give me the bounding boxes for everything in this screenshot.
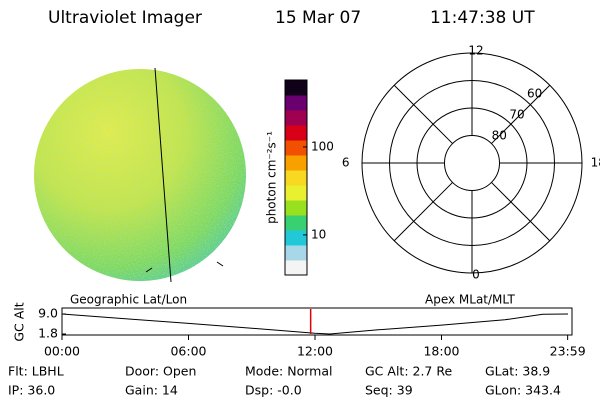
altitude-curve [61,313,569,335]
time-tick-label: 06:00 [170,344,206,359]
colorbar-swatch [285,80,307,96]
time-tick-label: 23:59 [550,344,586,359]
info-field: GC Alt: 2.7 Re [365,364,452,379]
alt-axis-label: GC Alt [12,302,27,341]
polar-spoke [491,182,551,242]
colorbar-swatch [285,170,307,186]
polar-spoke [393,84,453,144]
alt-tick-label: 1.8 [38,326,58,341]
polar-spoke [393,182,453,242]
info-field: IP: 36.0 [8,383,55,398]
info-field: Door: Open [125,364,196,379]
mlt-label: 0 [472,268,480,282]
instrument: Ultraviolet Imager [48,8,202,28]
right-label: Apex MLat/MLT [425,293,515,307]
info-field: GLat: 38.9 [485,364,550,379]
info-field: Seq: 39 [365,383,413,398]
mlt-label: 18 [591,156,600,170]
time-tick-label: 18:00 [423,344,459,359]
alt-tick-label: 9.0 [38,306,58,321]
ring-label: 70 [509,107,524,121]
colorbar-swatch [285,185,307,201]
earth-image [34,67,246,283]
alt-frame [61,307,573,336]
mlt-label: 12 [468,43,483,57]
colorbar-swatch [285,140,307,156]
colorbar-swatch [285,125,307,141]
colorbar-tick-label: 100 [311,139,334,153]
info-field: Gain: 14 [125,383,178,398]
colorbar-swatch [285,260,307,276]
time-tick-label: 00:00 [44,344,80,359]
info-field: Flt: LBHL [8,364,64,379]
polar-spoke [491,84,551,144]
colorbar-swatch [285,110,307,126]
colorbar-swatch [285,155,307,171]
colorbar-label: photon cm⁻²s⁻¹ [265,131,279,224]
left-label: Geographic Lat/Lon [70,293,187,307]
date: 15 Mar 07 [275,8,361,28]
colorbar-swatch [285,230,307,246]
info-field: Mode: Normal [245,364,332,379]
colorbar-frame [284,79,308,276]
colorbar-swatch [285,245,307,261]
colorbar-swatch [285,95,307,111]
time: 11:47:38 UT [430,8,535,28]
info-field: Dsp: -0.0 [245,383,302,398]
info-field: GLon: 343.4 [485,383,561,398]
colorbar-swatch [285,215,307,231]
ring-label: 60 [527,86,542,100]
time-tick-label: 12:00 [297,344,333,359]
colorbar-swatch [285,200,307,216]
mlt-label: 6 [342,156,350,170]
colorbar-tick-label: 10 [311,227,326,241]
polar-ring [444,135,500,191]
